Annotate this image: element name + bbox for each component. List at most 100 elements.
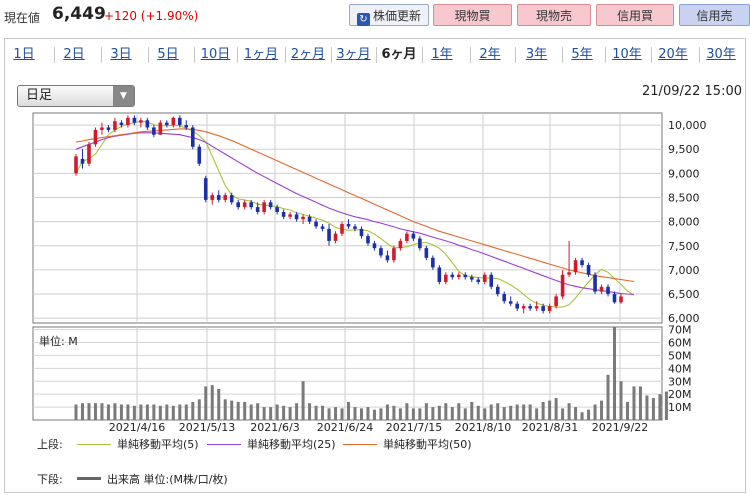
tab-divider <box>651 47 652 63</box>
volume-bar <box>340 408 344 420</box>
volume-bar <box>223 399 227 420</box>
candles <box>74 115 623 314</box>
tab-1m[interactable]: 1ヶ月 <box>237 39 285 69</box>
candle-body <box>184 125 189 128</box>
volume-bar <box>301 381 305 420</box>
candle-body <box>178 117 182 126</box>
tab-6m[interactable]: 6ヶ月 <box>376 39 422 69</box>
candle-body <box>275 207 279 212</box>
margin-sell-button[interactable]: 信用売 <box>679 4 750 26</box>
refresh-price-label: 株価更新 <box>372 9 421 23</box>
volume-bar <box>87 403 91 420</box>
volume-bar <box>152 404 156 420</box>
date-tick-label: 2021/6/24 <box>317 421 373 434</box>
candle-body <box>398 240 403 249</box>
volume-tick-label: 10M <box>668 401 692 414</box>
candle-body <box>268 202 273 208</box>
volume-bar <box>567 403 571 420</box>
tab-10y[interactable]: 10年 <box>605 39 649 69</box>
chevron-down-icon: ▼ <box>113 86 134 106</box>
candle-body <box>216 195 221 200</box>
volume-unit-label: 単位: M <box>39 334 78 348</box>
tab-20y[interactable]: 20年 <box>651 39 695 69</box>
volume-bar <box>489 404 493 420</box>
tab-label: 1日 <box>13 47 35 62</box>
sma50-swatch <box>343 444 377 445</box>
candle-body <box>379 248 383 256</box>
axis-labels: 10,000 9,500 9,000 8,500 8,000 7,500 7,000 6,50… <box>109 119 707 434</box>
price-tick-label: 10,000 <box>668 119 707 132</box>
volume-bar <box>645 395 649 420</box>
volume-bar <box>100 403 104 420</box>
legend-sma25: 単純移動平均(25) <box>207 438 336 452</box>
tab-2y[interactable]: 2年 <box>470 39 510 69</box>
volume-bar <box>548 400 552 420</box>
candle-body <box>87 144 91 164</box>
tab-3d[interactable]: 3日 <box>101 39 141 69</box>
tab-divider <box>376 47 377 63</box>
volume-bar <box>262 407 266 420</box>
volume-tick-label: 50M <box>668 349 692 362</box>
volume-bar <box>359 408 363 420</box>
volume-bar <box>515 404 519 420</box>
candle-body <box>119 122 124 126</box>
tab-label: 5日 <box>157 47 179 62</box>
candle-body <box>437 267 442 282</box>
price-tick-label: 9,000 <box>668 167 700 180</box>
tab-1y[interactable]: 1年 <box>422 39 462 69</box>
tab-2m[interactable]: 2ヶ月 <box>285 39 331 69</box>
candle-body <box>495 286 500 295</box>
candle-body <box>619 296 623 303</box>
cash-buy-button[interactable]: 現物買 <box>433 4 512 26</box>
price-tick-label: 8,000 <box>668 216 700 229</box>
tab-5d[interactable]: 5日 <box>148 39 188 69</box>
tab-3y[interactable]: 3年 <box>515 39 558 69</box>
volume-bar <box>437 405 441 420</box>
legend-volume-label: 出来高 単位:(M株/口/枚) <box>107 473 228 486</box>
candle-body <box>152 127 156 135</box>
tab-label: 2年 <box>479 47 501 62</box>
volume-bar <box>580 412 584 420</box>
volume-bar <box>450 407 454 420</box>
volume-bar <box>424 403 428 420</box>
volume-bar <box>243 401 247 420</box>
interval-select[interactable]: 日足 ▼ <box>17 85 135 107</box>
candle-body <box>515 303 519 309</box>
volume-bar <box>288 407 292 420</box>
volume-bar <box>106 404 110 420</box>
tab-30y[interactable]: 30年 <box>699 39 743 69</box>
volume-bar <box>625 401 629 420</box>
volume-bar <box>366 407 370 420</box>
chart-panel <box>4 68 746 493</box>
candle-body <box>301 216 305 220</box>
volume-bar <box>522 404 526 420</box>
cash-sell-button[interactable]: 現物売 <box>517 4 591 26</box>
price-tick-label: 6,500 <box>668 288 700 301</box>
candle-body <box>249 202 253 208</box>
candle-body <box>469 277 474 280</box>
price-tick-label: 7,000 <box>668 264 700 277</box>
volume-bar <box>171 405 175 420</box>
tab-10d[interactable]: 10日 <box>194 39 237 69</box>
candle-body <box>385 255 390 261</box>
margin-buy-button[interactable]: 信用買 <box>596 4 674 26</box>
volume-bar <box>476 405 480 420</box>
timestamp: 21/09/22 15:00 <box>642 84 742 99</box>
candle-body <box>372 243 377 249</box>
tab-label: 20年 <box>658 47 688 62</box>
tab-3m[interactable]: 3ヶ月 <box>331 39 376 69</box>
volume-bar <box>379 408 383 420</box>
candle-body <box>223 195 228 200</box>
tab-2d[interactable]: 2日 <box>54 39 94 69</box>
volume-bar <box>431 407 435 420</box>
sma25-swatch <box>207 444 241 445</box>
tab-1d[interactable]: 1日 <box>5 39 43 69</box>
tab-5y[interactable]: 5年 <box>562 39 602 69</box>
volume-bar <box>145 404 149 420</box>
candle-body <box>236 202 241 208</box>
sma25-line <box>75 132 635 296</box>
volume-bar <box>470 401 474 420</box>
refresh-price-button[interactable]: ↻ 株価更新 <box>349 4 429 26</box>
candle-body <box>502 294 507 302</box>
